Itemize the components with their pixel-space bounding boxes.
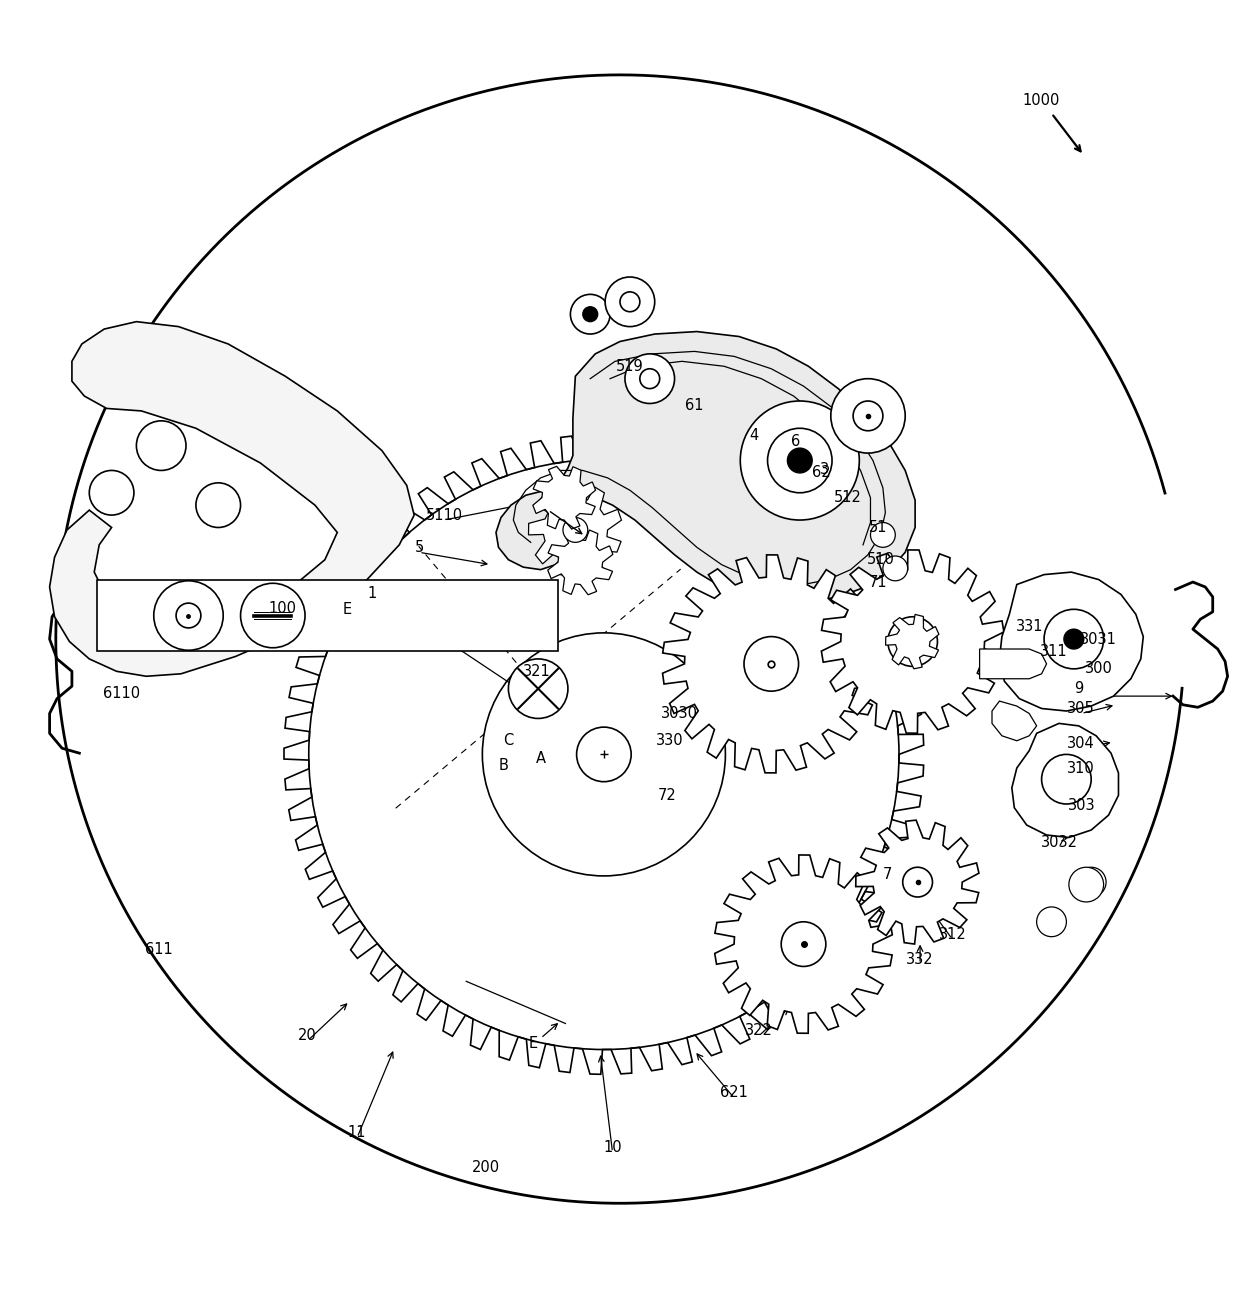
Text: 11: 11 — [348, 1125, 366, 1140]
Polygon shape — [533, 466, 595, 530]
Circle shape — [883, 556, 908, 580]
Text: 321: 321 — [523, 663, 551, 679]
Text: 3: 3 — [820, 462, 830, 476]
Text: 510: 510 — [867, 552, 894, 567]
Text: 332: 332 — [906, 951, 934, 967]
Polygon shape — [980, 649, 1047, 679]
Text: 512: 512 — [835, 491, 862, 505]
Text: 4: 4 — [749, 428, 759, 443]
Polygon shape — [999, 572, 1143, 711]
Circle shape — [482, 633, 725, 876]
Circle shape — [744, 636, 799, 691]
Circle shape — [605, 276, 655, 327]
Circle shape — [903, 867, 932, 897]
Text: 9: 9 — [1074, 681, 1084, 696]
Text: 100: 100 — [269, 601, 296, 615]
Text: 5110: 5110 — [425, 508, 463, 523]
Circle shape — [831, 379, 905, 453]
Circle shape — [640, 369, 660, 388]
Polygon shape — [856, 820, 978, 944]
Polygon shape — [496, 331, 915, 602]
Polygon shape — [992, 701, 1037, 741]
Text: E: E — [528, 1036, 538, 1051]
Text: 621: 621 — [720, 1085, 748, 1101]
Circle shape — [740, 401, 859, 520]
Circle shape — [577, 727, 631, 781]
Text: 3031: 3031 — [1080, 632, 1117, 646]
Circle shape — [563, 518, 588, 543]
Circle shape — [1076, 867, 1106, 897]
Text: 51: 51 — [869, 520, 887, 535]
Text: 20: 20 — [298, 1028, 317, 1044]
Polygon shape — [1012, 723, 1118, 837]
Text: 62: 62 — [811, 466, 831, 480]
Text: 611: 611 — [145, 941, 172, 957]
Text: 303: 303 — [1068, 798, 1095, 813]
Text: 312: 312 — [939, 927, 966, 942]
Text: 300: 300 — [1085, 662, 1112, 676]
Polygon shape — [714, 855, 893, 1033]
Circle shape — [1064, 630, 1084, 649]
Circle shape — [1042, 754, 1091, 803]
Text: 331: 331 — [1016, 619, 1043, 635]
Circle shape — [1044, 609, 1104, 668]
Text: 304: 304 — [1068, 736, 1095, 750]
Circle shape — [787, 448, 812, 472]
Polygon shape — [662, 554, 880, 772]
Text: 71: 71 — [868, 575, 888, 589]
Polygon shape — [50, 322, 414, 676]
Circle shape — [570, 295, 610, 334]
Circle shape — [1069, 867, 1104, 902]
Circle shape — [583, 306, 598, 322]
Text: 61: 61 — [686, 398, 703, 414]
Circle shape — [870, 523, 895, 548]
Text: 1000: 1000 — [1023, 93, 1060, 109]
Circle shape — [154, 580, 223, 650]
Polygon shape — [284, 435, 924, 1075]
Circle shape — [508, 659, 568, 718]
Polygon shape — [528, 483, 621, 578]
Text: 5: 5 — [414, 540, 424, 554]
Circle shape — [888, 617, 937, 666]
Polygon shape — [97, 580, 558, 652]
Text: 519: 519 — [616, 358, 644, 374]
Text: 310: 310 — [1068, 761, 1095, 775]
Text: 305: 305 — [1068, 701, 1095, 716]
Polygon shape — [548, 530, 613, 594]
Circle shape — [196, 483, 241, 527]
Text: 6110: 6110 — [103, 687, 140, 701]
Circle shape — [1037, 907, 1066, 937]
Circle shape — [89, 470, 134, 515]
Circle shape — [853, 401, 883, 431]
Text: 6: 6 — [791, 435, 801, 449]
Circle shape — [625, 354, 675, 404]
Text: 72: 72 — [657, 788, 677, 803]
Circle shape — [620, 292, 640, 312]
Text: 1: 1 — [367, 585, 377, 601]
Circle shape — [781, 922, 826, 967]
Text: E: E — [342, 602, 352, 617]
Polygon shape — [821, 550, 1004, 733]
Text: 7: 7 — [883, 867, 893, 883]
Circle shape — [241, 583, 305, 648]
Text: 3030: 3030 — [661, 706, 698, 720]
Text: A: A — [536, 750, 546, 766]
Polygon shape — [885, 614, 939, 668]
Text: 3032: 3032 — [1040, 835, 1078, 850]
Circle shape — [176, 604, 201, 628]
Text: 200: 200 — [472, 1160, 500, 1175]
Text: 10: 10 — [603, 1140, 622, 1155]
Text: B: B — [498, 758, 508, 774]
Text: 311: 311 — [1040, 644, 1068, 659]
Text: C: C — [503, 733, 513, 748]
Circle shape — [768, 428, 832, 493]
Circle shape — [136, 421, 186, 470]
Text: 322: 322 — [745, 1023, 773, 1038]
Text: 330: 330 — [656, 733, 683, 748]
